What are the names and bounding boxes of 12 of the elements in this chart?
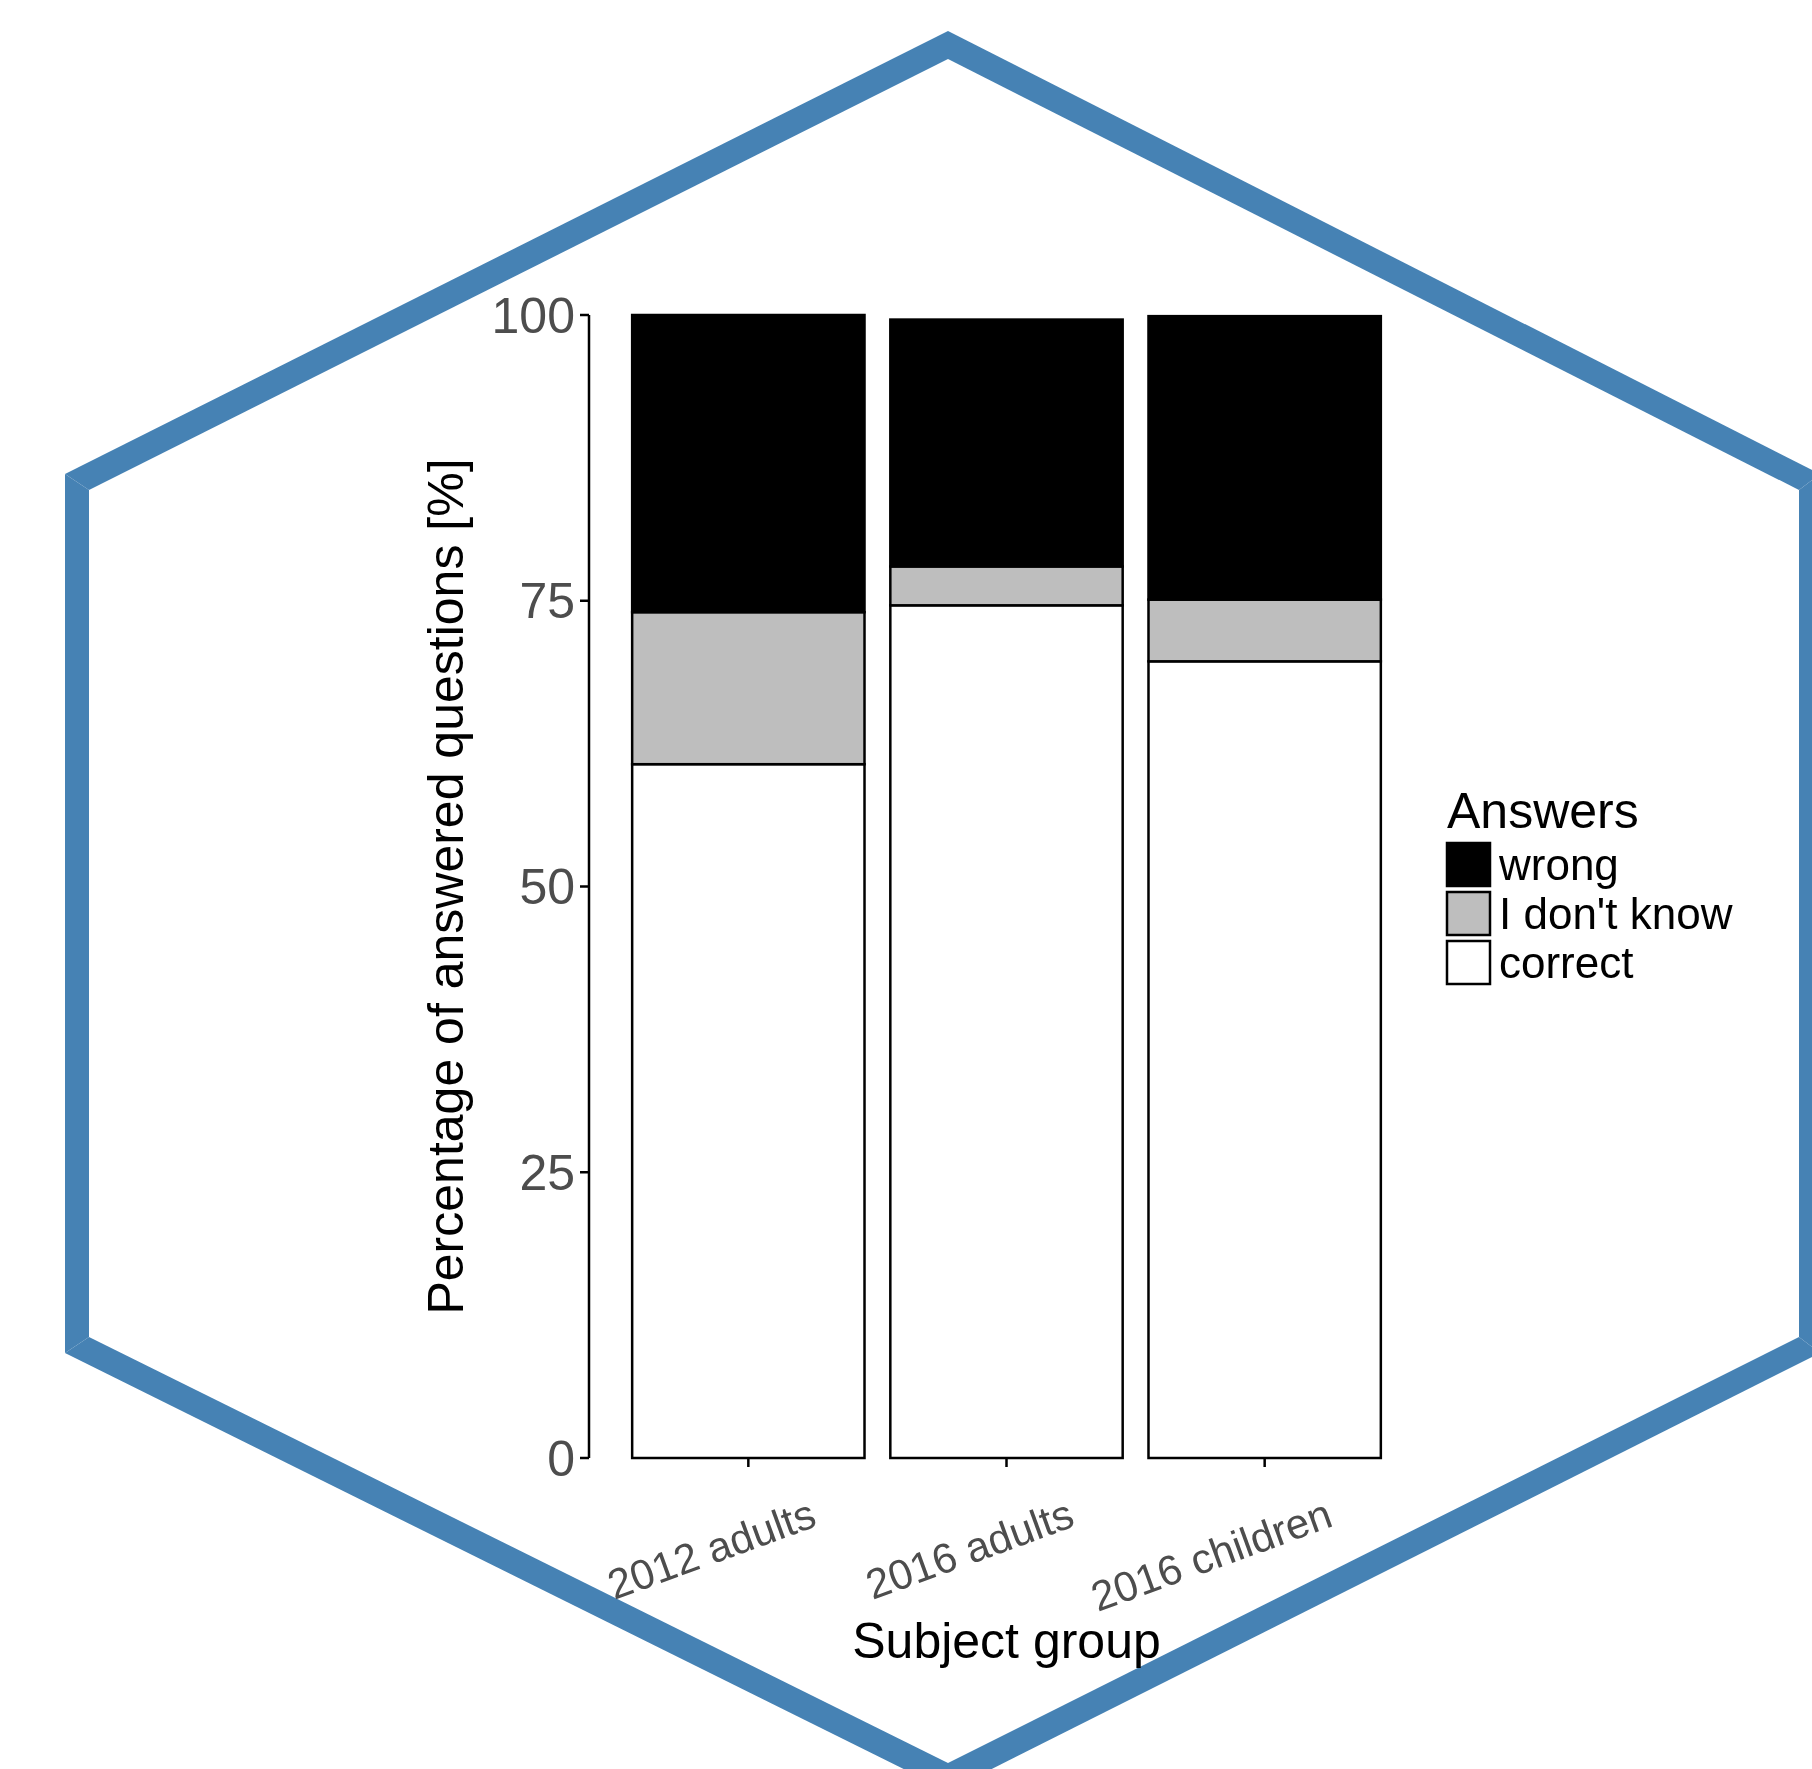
legend-label: wrong — [1498, 840, 1619, 890]
legend-label: correct — [1499, 938, 1634, 988]
y-tick-label: 0 — [547, 1430, 575, 1487]
y-tick-label: 100 — [491, 287, 575, 344]
legend-title: Answers — [1447, 783, 1639, 839]
x-tick-label: 2016 adults — [859, 1489, 1080, 1609]
y-tick-label: 25 — [519, 1144, 575, 1201]
y-tick-label: 50 — [519, 859, 575, 915]
x-tick-label: 2012 adults — [601, 1489, 822, 1609]
y-tick-label: 75 — [519, 573, 575, 630]
y-axis-title: Percentage of answered questions [%] — [418, 458, 474, 1315]
legend-label: I don't know — [1499, 889, 1733, 939]
